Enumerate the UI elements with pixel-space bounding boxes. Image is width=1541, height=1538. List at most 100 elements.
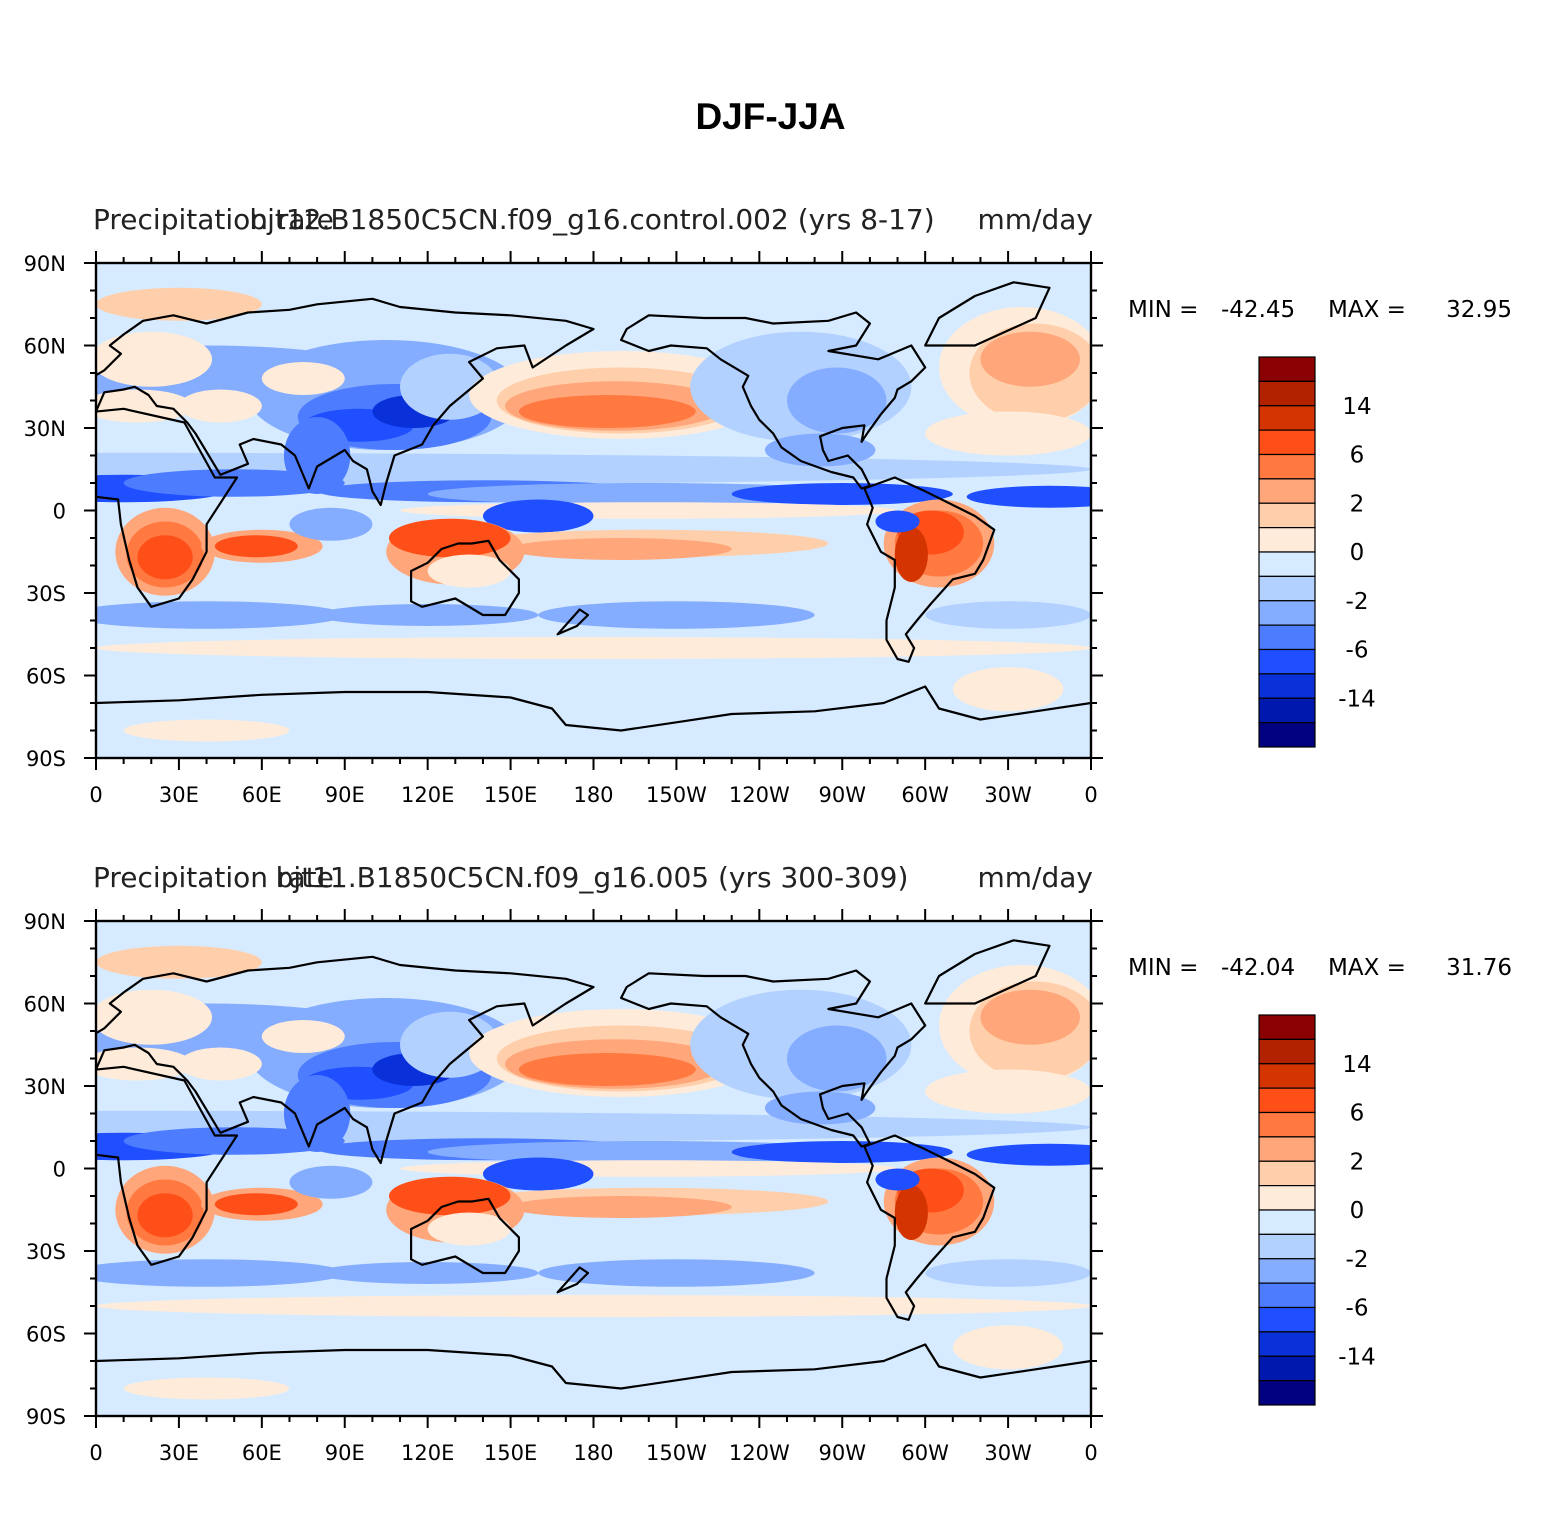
lon-tick-label: 60W [901, 1441, 949, 1465]
lat-tick-label: 90S [26, 1405, 66, 1429]
lon-tick-label: 180 [573, 783, 613, 807]
lon-tick-label: 150E [484, 1441, 537, 1465]
colorbar-box-2 [1258, 1063, 1316, 1089]
precip-contour-13 [283, 417, 351, 494]
colorbar-box-1 [1258, 1038, 1316, 1065]
precip-contour-27 [764, 1091, 876, 1125]
precip-contour-51 [538, 1259, 815, 1287]
precip-contour-37 [137, 1193, 193, 1238]
precip-contour-7 [400, 1160, 898, 1177]
coastline-4 [863, 1134, 996, 1321]
precip-contour-13 [283, 1075, 351, 1152]
precip-contour-53 [96, 1295, 1091, 1317]
lat-tick-label: 60N [24, 993, 66, 1017]
precip-contour-55 [123, 719, 290, 742]
max-label: MAX = [1328, 955, 1406, 981]
colorbar-label: 6 [1350, 443, 1365, 469]
colorbar-box-3 [1258, 429, 1316, 456]
lat-tick-label: 0 [53, 500, 66, 524]
precip-contour-50 [317, 604, 539, 626]
colorbar-label: 0 [1350, 540, 1365, 566]
lat-tick-label: 90N [24, 910, 66, 934]
map-panel-2-svg: 90N 60N 30N 0 30S 60S 90S 0 30E 60E 90E 120E 150E 180… [24, 861, 1512, 1465]
precip-contour-49 [96, 601, 345, 629]
precip-contour-26 [786, 367, 887, 434]
precip-contour-23 [518, 1053, 696, 1086]
precip-contour-15 [96, 945, 262, 979]
precip-contour-30 [980, 989, 1080, 1045]
precip-contour-50 [317, 1262, 539, 1284]
colorbar-box-12 [1258, 1306, 1316, 1333]
max-value: 32.95 [1446, 297, 1512, 323]
precip-contour-31 [925, 411, 1091, 456]
precip-contour-5 [731, 1141, 953, 1163]
precip-contour-49 [96, 1259, 345, 1287]
colorbar-label: 14 [1342, 1052, 1371, 1078]
coastline-2 [410, 539, 521, 617]
precip-contour-54 [952, 667, 1064, 712]
colorbar-box-2 [1258, 405, 1316, 431]
coastline-6 [556, 1266, 590, 1294]
tick-marks [84, 909, 1103, 1428]
lat-tick-label: 30N [24, 417, 66, 441]
lon-tick-label: 120E [401, 1441, 454, 1465]
coastlines [96, 939, 1091, 1390]
precip-contour-27 [764, 433, 876, 467]
colorbar-label: -6 [1346, 1296, 1369, 1322]
colorbar-box-3 [1258, 1087, 1316, 1114]
precip-contour-18 [178, 1047, 262, 1081]
lat-tick-label: 30S [26, 1240, 66, 1264]
lon-tick-label: 60E [242, 1441, 282, 1465]
colorbar-label: 6 [1350, 1101, 1365, 1127]
coastline-5 [924, 281, 1051, 347]
precip-contour-19 [261, 362, 345, 395]
center-title: bjt11.B1850C5CN.f09_g16.005 (yrs 300-309… [276, 861, 909, 894]
colorbar-box-13 [1258, 1331, 1316, 1357]
coastline-4 [863, 476, 996, 663]
coastline-antarctica [96, 1343, 1091, 1390]
left-title: Precipitation rate [93, 203, 334, 236]
lon-tick-label: 60E [242, 783, 282, 807]
left-title: Precipitation rate [93, 861, 334, 894]
precip-contour-30 [980, 331, 1080, 387]
colorbar-label: -14 [1338, 1344, 1376, 1370]
colorbar-box-10 [1258, 600, 1316, 626]
lon-tick-label: 90W [819, 783, 867, 807]
map-panel-1: 90N 60N 30N 0 30S 60S 90S 0 30E 60E 90E 120E 150E 180… [0, 195, 1541, 855]
lon-tick-label: 120W [729, 783, 790, 807]
lat-tick-label: 60N [24, 335, 66, 359]
colorbar-box-8 [1258, 551, 1316, 577]
lat-tick-label: 90S [26, 747, 66, 771]
colorbar-box-5 [1258, 478, 1316, 504]
colorbar-box-0 [1258, 356, 1316, 382]
colorbar-box-6 [1258, 1160, 1316, 1187]
lon-tick-label: 30W [984, 1441, 1032, 1465]
colorbar-box-12 [1258, 648, 1316, 675]
colorbar-box-0 [1258, 1014, 1316, 1040]
colorbar-box-9 [1258, 575, 1316, 602]
precip-contour-34 [510, 538, 732, 560]
precip-contour-40 [289, 1165, 373, 1199]
coastlines [96, 281, 1091, 732]
colorbar-box-14 [1258, 697, 1316, 724]
min-label: MIN = [1128, 955, 1198, 981]
figure-title: DJF-JJA [695, 96, 846, 137]
precip-contour-15 [96, 287, 262, 321]
precip-contour-26 [786, 1025, 887, 1092]
lon-tick-label: 0 [1084, 1441, 1097, 1465]
colorbar-box-6 [1258, 502, 1316, 529]
colorbar-box-13 [1258, 673, 1316, 699]
lon-tick-label: 150W [646, 1441, 707, 1465]
precip-contour-32 [482, 499, 594, 533]
precip-contour-52 [925, 1259, 1091, 1287]
precip-contour-7 [400, 502, 898, 519]
precip-contour-39 [214, 1193, 298, 1216]
lon-tick-label: 120W [729, 1441, 790, 1465]
lat-tick-label: 0 [53, 1158, 66, 1182]
precip-contour-6 [966, 1143, 1091, 1166]
precip-field [96, 281, 1091, 742]
precip-contour-18 [178, 389, 262, 423]
precip-contour-40 [289, 507, 373, 541]
max-value: 31.76 [1446, 955, 1512, 981]
max-label: MAX = [1328, 297, 1406, 323]
